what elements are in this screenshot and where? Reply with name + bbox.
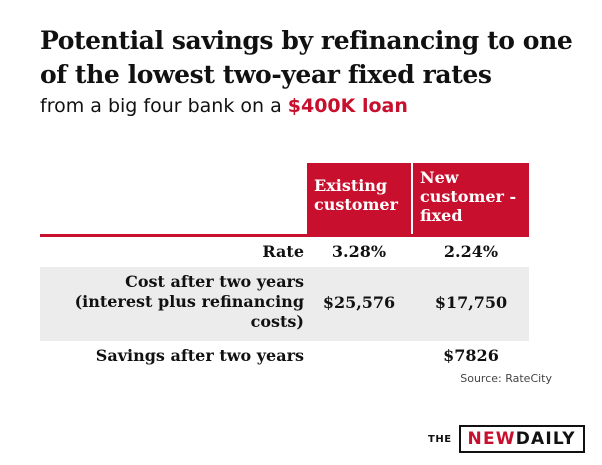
header-rule (40, 234, 529, 237)
cell-cost-new: $17,750 (434, 293, 508, 312)
row-label-cost: Cost after two years (interest plus refi… (74, 272, 304, 331)
subtitle-text: from a big four bank on a (40, 95, 288, 117)
source-note: Source: RateCity (460, 372, 552, 385)
logo-wordmark: NEW DAILY (458, 425, 585, 453)
subtitle-loan-amount: $400K loan (287, 95, 408, 117)
table-row-rate: Rate 3.28% 2.24% (40, 237, 529, 267)
row-label-savings: Savings after two years (95, 346, 304, 365)
logo-daily: DAILY (515, 429, 576, 449)
cell-rate-existing: 3.28% (331, 242, 387, 261)
logo-the: THE (428, 433, 452, 445)
row-label-rate: Rate (262, 242, 304, 261)
chart-subtitle: from a big four bank on a $400K loan (40, 93, 580, 119)
table-row-cost: Cost after two years (interest plus refi… (40, 267, 529, 341)
cell-savings-new: $7826 (443, 346, 499, 365)
column-header-new-customer-fixed: New customer - fixed (413, 163, 529, 234)
newdaily-logo: THE NEW DAILY (428, 425, 585, 453)
chart-title: Potential savings by refinancing to one … (40, 26, 573, 89)
logo-new: NEW (467, 429, 516, 449)
cell-rate-new: 2.24% (443, 242, 499, 261)
cell-cost-existing: $25,576 (322, 293, 396, 312)
table-row-savings: Savings after two years $7826 (40, 341, 529, 371)
column-header-existing-customer: Existing customer (307, 163, 411, 234)
